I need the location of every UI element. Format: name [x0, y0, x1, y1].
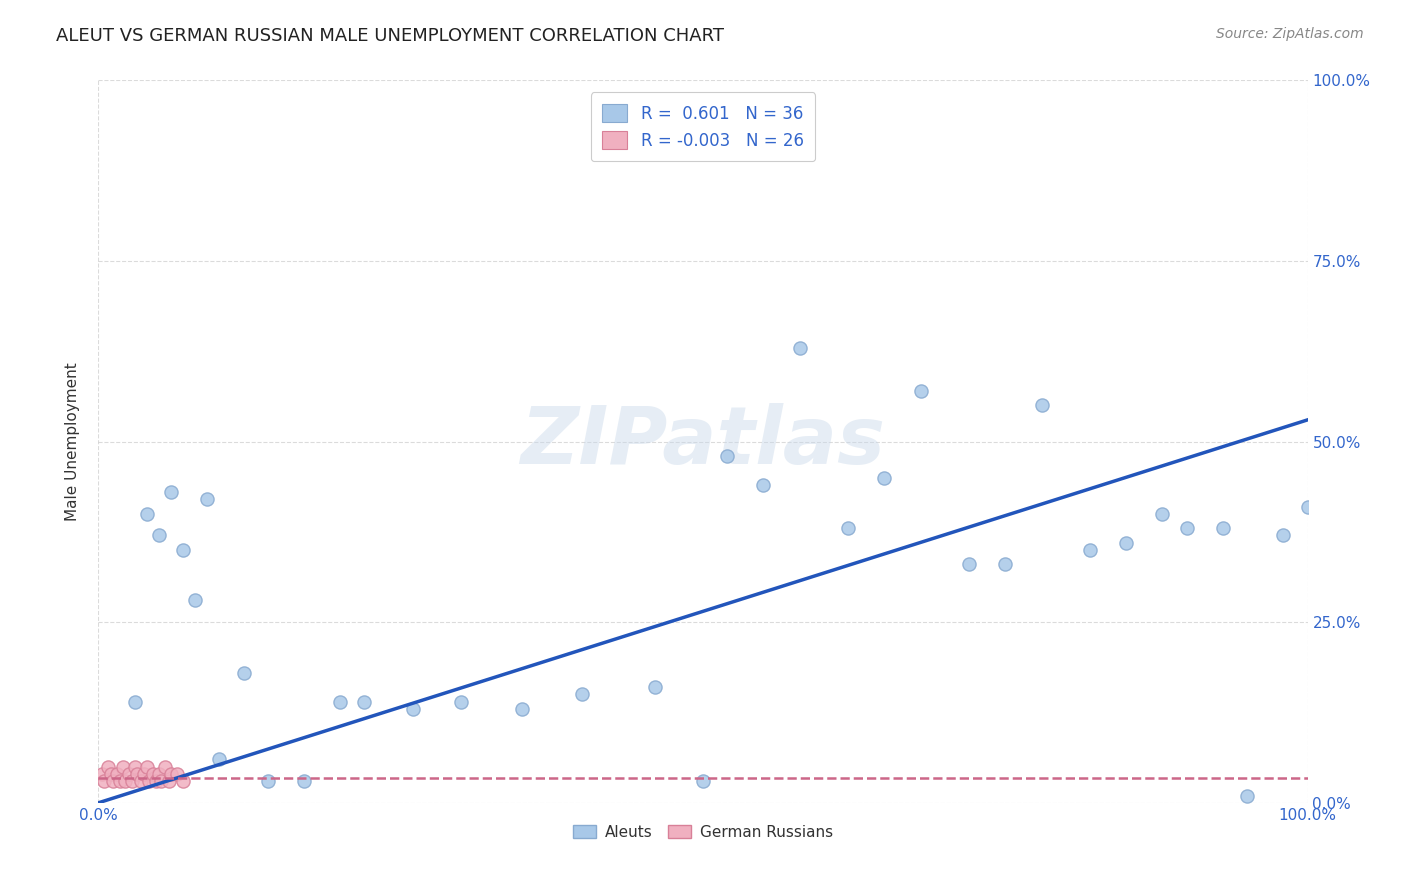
Point	[145, 774, 167, 789]
Point	[1212, 521, 1234, 535]
Point	[716, 449, 738, 463]
Point	[160, 767, 183, 781]
Point	[1296, 500, 1319, 514]
Point	[1272, 528, 1295, 542]
Point	[121, 774, 143, 789]
Point	[91, 767, 114, 781]
Point	[166, 767, 188, 781]
Point	[108, 774, 131, 789]
Point	[93, 774, 115, 789]
Point	[1236, 789, 1258, 803]
Point	[232, 665, 254, 680]
Text: Source: ZipAtlas.com: Source: ZipAtlas.com	[1216, 27, 1364, 41]
Point	[172, 774, 194, 789]
Y-axis label: Male Unemployment: Male Unemployment	[65, 362, 80, 521]
Point	[873, 471, 896, 485]
Point	[195, 492, 218, 507]
Point	[1152, 507, 1174, 521]
Point	[97, 760, 120, 774]
Point	[101, 774, 124, 789]
Point	[353, 695, 375, 709]
Point	[208, 752, 231, 766]
Point	[994, 558, 1017, 572]
Point	[114, 774, 136, 789]
Point	[837, 521, 859, 535]
Point	[789, 341, 811, 355]
Point	[111, 760, 134, 774]
Point	[118, 767, 141, 781]
Point	[153, 760, 176, 774]
Point	[292, 774, 315, 789]
Point	[138, 774, 160, 789]
Legend: Aleuts, German Russians: Aleuts, German Russians	[567, 819, 839, 846]
Point	[329, 695, 352, 709]
Point	[910, 384, 932, 398]
Point	[157, 774, 180, 789]
Point	[150, 774, 173, 789]
Point	[184, 593, 207, 607]
Point	[135, 507, 157, 521]
Text: ZIPatlas: ZIPatlas	[520, 402, 886, 481]
Point	[124, 695, 146, 709]
Point	[100, 767, 122, 781]
Point	[256, 774, 278, 789]
Point	[135, 760, 157, 774]
Point	[402, 702, 425, 716]
Point	[129, 774, 152, 789]
Point	[105, 767, 128, 781]
Point	[957, 558, 980, 572]
Point	[1078, 542, 1101, 557]
Point	[142, 767, 165, 781]
Point	[510, 702, 533, 716]
Point	[127, 767, 149, 781]
Point	[752, 478, 775, 492]
Point	[1115, 535, 1137, 549]
Text: ALEUT VS GERMAN RUSSIAN MALE UNEMPLOYMENT CORRELATION CHART: ALEUT VS GERMAN RUSSIAN MALE UNEMPLOYMEN…	[56, 27, 724, 45]
Point	[571, 687, 593, 701]
Point	[124, 760, 146, 774]
Point	[148, 528, 170, 542]
Point	[450, 695, 472, 709]
Point	[692, 774, 714, 789]
Point	[134, 767, 156, 781]
Point	[160, 485, 183, 500]
Point	[1031, 398, 1053, 412]
Point	[644, 680, 666, 694]
Point	[1175, 521, 1198, 535]
Point	[148, 767, 170, 781]
Point	[172, 542, 194, 557]
